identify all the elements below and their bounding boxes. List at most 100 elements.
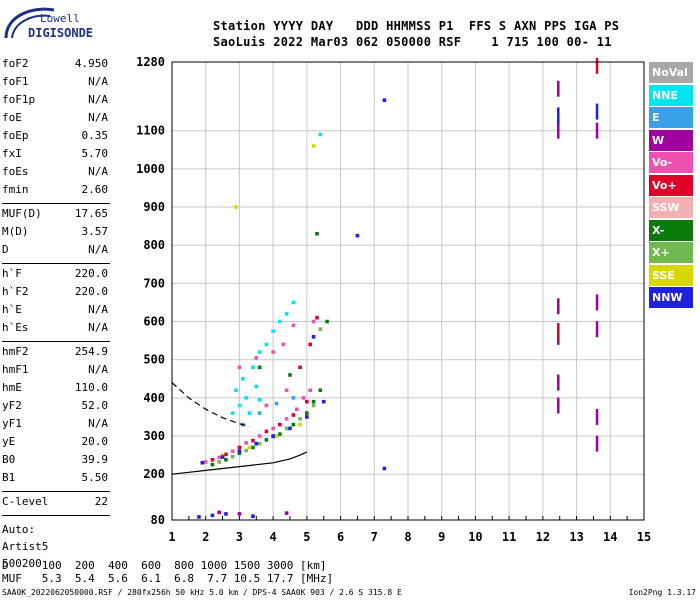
logo-arc-inner-icon xyxy=(11,14,51,39)
echo-point-vo xyxy=(291,413,296,417)
echo-point-x xyxy=(264,438,269,442)
echo-point-nnw xyxy=(251,514,255,518)
param-value: 110.0 xyxy=(74,381,108,394)
legend-item-sse: SSE xyxy=(649,264,693,286)
echo-point-x xyxy=(251,445,255,450)
echo-mark-nnw xyxy=(595,103,599,120)
echo-mark-w xyxy=(557,80,560,97)
echo-point-nne xyxy=(291,300,296,305)
x-tick-label: 2 xyxy=(202,530,209,544)
legend-item-noval: NoVal xyxy=(649,62,693,83)
param-hme: hmE 110.0 xyxy=(2,381,108,398)
plot-border xyxy=(171,61,645,521)
echo-point-vo xyxy=(294,407,299,412)
echo-point-sse xyxy=(234,205,238,209)
legend-item-voplus: Vo+ xyxy=(649,174,693,196)
y-tick-label: 1100 xyxy=(136,124,165,138)
echo-point-x xyxy=(230,454,235,459)
param-hf2: h`F2 220.0 xyxy=(2,285,108,302)
echo-point-vo xyxy=(203,460,208,464)
param-hmf2: hmF2 254.9 xyxy=(2,345,108,362)
echo-point-vo xyxy=(301,396,306,400)
echo-point-x xyxy=(298,417,302,421)
echo-point-vo xyxy=(237,445,242,450)
echo-point-vo xyxy=(251,438,255,443)
echo-mark-w xyxy=(595,294,599,311)
echo-point-nne xyxy=(257,350,262,354)
y-tick-label: 500 xyxy=(143,353,165,367)
legend-item-nnw: NNW xyxy=(649,287,693,308)
param-value: 220.0 xyxy=(74,285,108,298)
param-value: 17.65 xyxy=(74,207,108,220)
echo-point-x xyxy=(217,460,221,464)
param-value: 3.57 xyxy=(81,225,109,238)
param-value: N/A xyxy=(88,75,108,88)
echo-point-sse xyxy=(220,453,225,457)
param-value: 0.35 xyxy=(81,129,109,142)
x-tick-label: 15 xyxy=(637,530,651,544)
echo-point-x xyxy=(278,432,282,436)
param-value: 4.950 xyxy=(74,57,108,70)
echo-point-nne xyxy=(251,365,255,370)
param-foes: foEs N/A xyxy=(2,165,108,182)
echo-point-x xyxy=(244,448,248,453)
param-yf1: yF1 N/A xyxy=(2,417,108,434)
param-value: N/A xyxy=(88,165,108,178)
param-value: 5.50 xyxy=(81,471,109,484)
echo-point-nnw xyxy=(200,460,205,465)
y-tick-label: 600 xyxy=(143,315,165,329)
echo-point-nnw xyxy=(288,426,292,431)
echo-point-w xyxy=(237,512,242,516)
echo-point-nne xyxy=(241,376,245,381)
digisonde-logo: Lowell DIGISONDE xyxy=(4,7,93,40)
echo-point-vo xyxy=(264,429,269,434)
echo-point-x xyxy=(315,231,319,236)
param-d: D N/A xyxy=(2,243,108,260)
legend: NoVal NNE E W Vo- Vo+ SSW X- X+ SSE NNW xyxy=(649,62,693,310)
echo-point-sse xyxy=(298,422,302,427)
logo-arc-icon xyxy=(4,7,55,39)
echo-point-nne xyxy=(237,403,242,408)
param-clevel: C-level 22 xyxy=(2,495,108,512)
echo-point-vo xyxy=(224,452,228,457)
echo-point-x xyxy=(257,365,262,370)
x-tick-label: 12 xyxy=(536,530,550,544)
echo-mark-w xyxy=(557,122,560,139)
param-hes: h`Es N/A xyxy=(2,321,108,338)
param-value: N/A xyxy=(88,321,108,334)
y-tick-label: 1280 xyxy=(136,55,165,69)
param-label: h`Es xyxy=(2,321,29,334)
param-separator xyxy=(2,203,110,204)
param-value: 20.0 xyxy=(81,435,109,448)
legend-item-e: E xyxy=(649,107,693,128)
param-mufd: MUF(D) 17.65 xyxy=(2,207,108,224)
param-b1: B1 5.50 xyxy=(2,471,108,488)
param-value: 254.9 xyxy=(74,345,108,358)
echo-point-nne xyxy=(278,319,282,324)
echo-point-nne xyxy=(318,132,323,137)
param-label: foEs xyxy=(2,165,29,178)
x-tick-label: 10 xyxy=(468,530,482,544)
y-tick-label: 200 xyxy=(143,467,165,481)
param-yf2: yF2 52.0 xyxy=(2,399,108,416)
echo-point-vo xyxy=(271,426,275,431)
profile-trace-solid xyxy=(171,451,308,475)
echo-point-vo xyxy=(298,365,302,370)
echo-mark-w xyxy=(595,122,599,139)
echo-mark-w xyxy=(557,374,560,391)
param-label: B1 xyxy=(2,471,16,484)
y-tick-label: 1000 xyxy=(136,162,165,176)
y-tick-label: 900 xyxy=(143,200,165,214)
echo-point-vo xyxy=(264,403,269,408)
echo-point-nnw xyxy=(382,466,387,471)
param-label: hmF2 xyxy=(2,345,29,358)
param-foep: foEp 0.35 xyxy=(2,129,108,146)
echo-point-nnw xyxy=(237,449,242,454)
echo-point-nne xyxy=(284,312,289,316)
param-label: h`F xyxy=(2,267,22,280)
echo-point-x xyxy=(237,451,242,456)
param-value: 39.9 xyxy=(81,453,109,466)
echo-point-e xyxy=(274,401,279,406)
param-foe: foE N/A xyxy=(2,111,108,128)
param-label: foE xyxy=(2,111,22,124)
